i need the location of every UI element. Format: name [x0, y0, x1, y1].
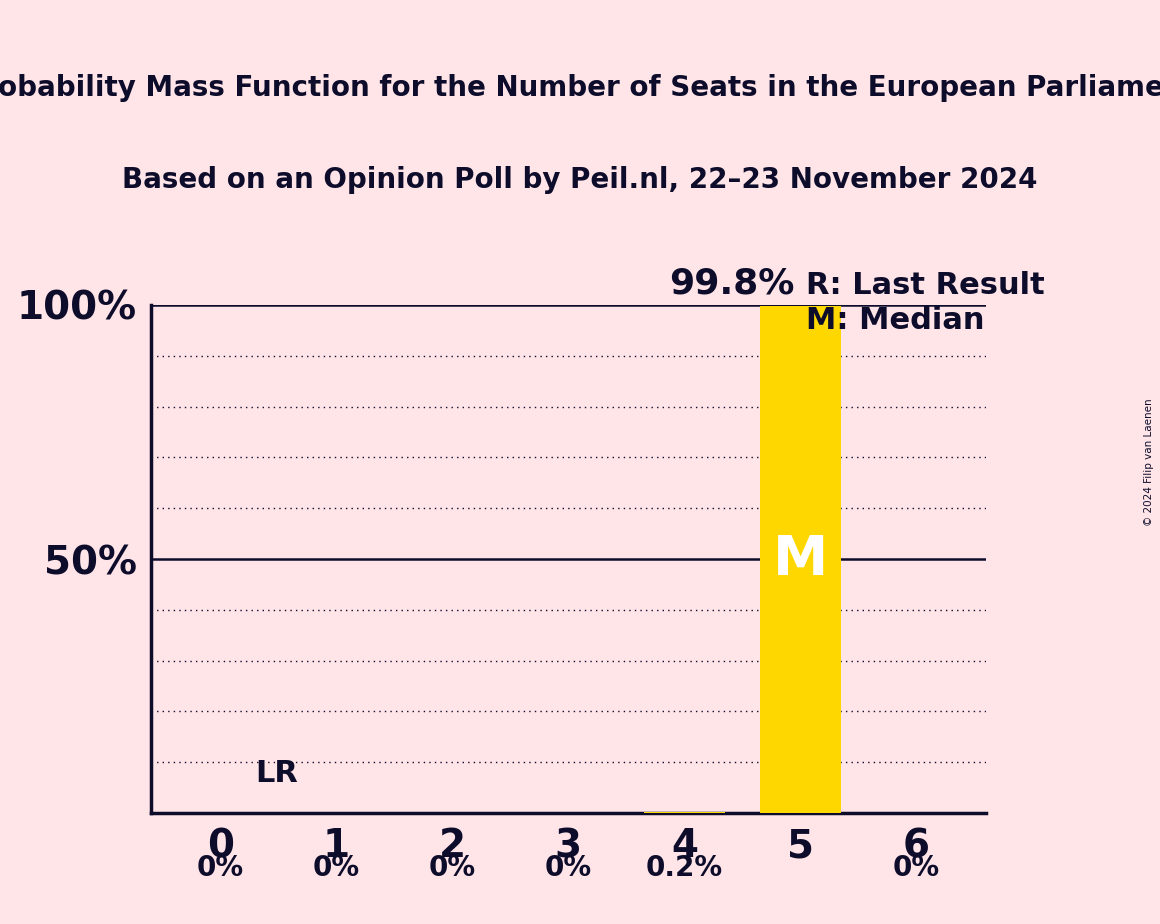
- Text: 0%: 0%: [429, 854, 476, 881]
- Text: R: Last Result: R: Last Result: [806, 272, 1045, 300]
- Text: 0%: 0%: [893, 854, 940, 881]
- Text: 99.8%: 99.8%: [669, 266, 795, 300]
- Text: LR: LR: [255, 759, 298, 787]
- Text: M: Median: M: Median: [806, 306, 985, 334]
- Text: 0.2%: 0.2%: [646, 854, 723, 881]
- Bar: [760, 306, 841, 813]
- Text: Probability Mass Function for the Number of Seats in the European Parliament: Probability Mass Function for the Number…: [0, 74, 1160, 102]
- Text: © 2024 Filip van Laenen: © 2024 Filip van Laenen: [1144, 398, 1154, 526]
- Text: Based on an Opinion Poll by Peil.nl, 22–23 November 2024: Based on an Opinion Poll by Peil.nl, 22–…: [122, 166, 1038, 194]
- Text: 0%: 0%: [545, 854, 592, 881]
- Text: M: M: [773, 532, 828, 587]
- Text: 0%: 0%: [313, 854, 360, 881]
- Text: 0%: 0%: [197, 854, 244, 881]
- Bar: [644, 812, 725, 813]
